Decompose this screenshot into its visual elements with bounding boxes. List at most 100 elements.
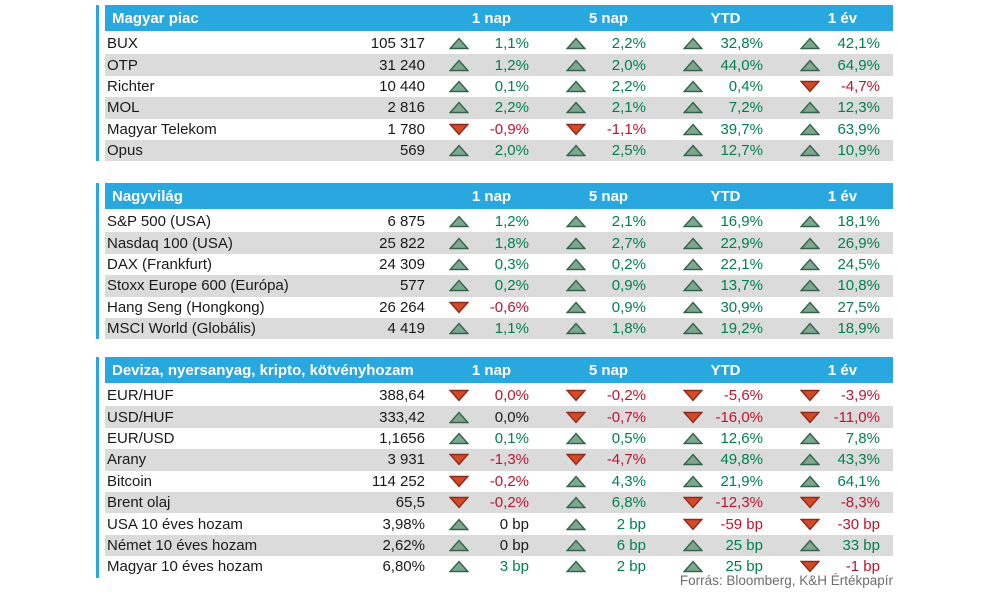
change-cell: -0,6% xyxy=(425,299,542,316)
change-value: 1,1% xyxy=(494,320,529,338)
change-cell: 1,1% xyxy=(425,35,542,52)
up-arrow-icon xyxy=(800,123,820,135)
down-arrow-icon xyxy=(449,454,469,466)
change-value: 2,2% xyxy=(611,35,646,53)
change-cell: 22,9% xyxy=(659,235,776,252)
up-arrow-icon xyxy=(800,59,820,71)
table-deviza-nyersanyag: Deviza, nyersanyag, kripto, kötvényhozam… xyxy=(96,357,893,578)
instrument-value: 1 780 xyxy=(387,120,425,138)
up-arrow-icon xyxy=(449,432,469,445)
table-body: BUX 105 317 1,1% 2,2% 32,8% 42,1% OTP 31 240 1,2… xyxy=(105,33,893,162)
change-value: -0,2% xyxy=(606,387,646,405)
column-header-1nap: 1 nap xyxy=(471,187,512,205)
change-value: 2,0% xyxy=(494,142,529,160)
up-arrow-icon xyxy=(800,453,820,466)
instrument-value: 6,80% xyxy=(382,558,425,576)
change-value: 12,7% xyxy=(720,142,763,160)
up-arrow-icon xyxy=(449,144,469,157)
instrument-name: Magyar 10 éves hozam xyxy=(107,558,263,576)
table-row: Magyar 10 éves hozam 6,80% 3 bp 2 bp 25 bp -1… xyxy=(105,556,893,577)
change-value: -0,7% xyxy=(606,408,646,426)
change-value: 49,8% xyxy=(720,451,763,469)
up-arrow-icon xyxy=(800,37,820,50)
table-row: EUR/USD 1,1656 0,1% 0,5% 12,6% 7,8% xyxy=(105,428,893,449)
up-arrow-icon xyxy=(566,517,586,530)
change-cell: -4,7% xyxy=(776,78,893,95)
change-value: -11,0% xyxy=(833,408,880,426)
up-arrow-icon xyxy=(566,322,586,335)
change-value: 16,9% xyxy=(720,213,763,231)
instrument-name: USA 10 éves hozam xyxy=(107,515,243,533)
change-cell: 7,2% xyxy=(659,99,776,116)
up-arrow-icon xyxy=(683,539,703,552)
change-cell: 2,0% xyxy=(425,142,542,159)
down-arrow-icon xyxy=(683,389,703,402)
instrument-name: Richter xyxy=(107,77,155,95)
up-arrow-icon xyxy=(449,322,469,335)
change-cell: -30 bp xyxy=(776,516,893,533)
change-cell: -1,1% xyxy=(542,121,659,138)
up-arrow-icon xyxy=(449,215,469,228)
instrument-name: S&P 500 (USA) xyxy=(107,213,211,231)
change-cell: 12,3% xyxy=(776,99,893,116)
change-value: 3 bp xyxy=(499,558,529,576)
up-arrow-icon xyxy=(566,37,586,50)
change-value: -59 bp xyxy=(720,515,763,533)
change-cell: 2 bp xyxy=(542,558,659,575)
change-value: 2,1% xyxy=(611,99,646,117)
instrument-name: Magyar Telekom xyxy=(107,120,217,138)
change-value: 21,9% xyxy=(720,472,763,490)
table-row: USA 10 éves hozam 3,98% 0 bp 2 bp -59 bp -30 … xyxy=(105,513,893,534)
up-arrow-icon xyxy=(566,144,586,157)
change-cell: -11,0% xyxy=(776,409,893,426)
change-cell: 0,5% xyxy=(542,430,659,447)
change-value: 0,0% xyxy=(494,387,529,405)
change-cell: 18,9% xyxy=(776,320,893,337)
change-cell: 7,8% xyxy=(776,430,893,447)
up-arrow-icon xyxy=(683,123,703,135)
instrument-value: 105 317 xyxy=(370,35,425,53)
up-arrow-icon xyxy=(683,144,703,157)
table-row: Bitcoin 114 252 -0,2% 4,3% 21,9% 64,1% xyxy=(105,471,893,492)
change-cell: 2 bp xyxy=(542,516,659,533)
up-arrow-icon xyxy=(800,258,820,271)
change-value: -0,2% xyxy=(489,472,529,490)
up-arrow-icon xyxy=(800,322,820,335)
section-accent-bar xyxy=(96,183,99,340)
change-cell: 1,8% xyxy=(425,235,542,252)
change-cell: -4,7% xyxy=(542,451,659,468)
source-note: Forrás: Bloomberg, K&H Értékpapír xyxy=(679,573,893,588)
table-row: BUX 105 317 1,1% 2,2% 32,8% 42,1% xyxy=(105,33,893,54)
change-cell: 1,2% xyxy=(425,57,542,74)
change-cell: 0,0% xyxy=(425,387,542,404)
change-value: -16,0% xyxy=(715,408,763,426)
up-arrow-icon xyxy=(449,258,469,271)
down-arrow-icon xyxy=(800,80,820,93)
up-arrow-icon xyxy=(800,101,820,114)
change-cell: -0,7% xyxy=(542,409,659,426)
change-value: 0,2% xyxy=(494,277,529,295)
change-value: 7,2% xyxy=(728,99,763,117)
change-cell: -1 bp xyxy=(776,558,893,575)
column-header-ytd: YTD xyxy=(710,187,741,205)
up-arrow-icon xyxy=(449,37,469,50)
section-accent-bar xyxy=(96,357,99,578)
change-value: 2,5% xyxy=(611,142,646,160)
change-cell: 1,1% xyxy=(425,320,542,337)
change-value: 2,7% xyxy=(611,234,646,252)
column-header-1ev: 1 év xyxy=(827,187,858,205)
instrument-name: EUR/HUF xyxy=(107,387,174,405)
change-cell: 25 bp xyxy=(659,537,776,554)
change-cell: 64,9% xyxy=(776,57,893,74)
change-value: 6,8% xyxy=(611,494,646,512)
up-arrow-icon xyxy=(449,517,469,530)
change-cell: 0,1% xyxy=(425,430,542,447)
change-value: 64,1% xyxy=(837,472,880,490)
instrument-name: OTP xyxy=(107,56,138,74)
up-arrow-icon xyxy=(449,80,469,93)
instrument-name: BUX xyxy=(107,35,138,53)
instrument-value: 1,1656 xyxy=(379,429,425,447)
down-arrow-icon xyxy=(449,475,469,488)
down-arrow-icon xyxy=(683,518,703,531)
change-value: -4,7% xyxy=(606,451,646,469)
